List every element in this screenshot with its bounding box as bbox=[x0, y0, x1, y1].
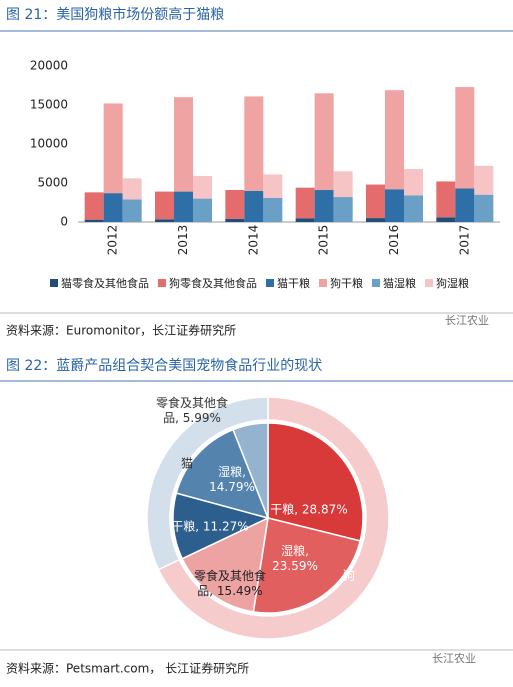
legend-swatch bbox=[425, 279, 433, 287]
bar bbox=[103, 193, 123, 222]
bar bbox=[174, 97, 193, 192]
pie-slice bbox=[172, 492, 271, 560]
bar bbox=[122, 178, 142, 200]
legend-label: 猫干粮 bbox=[277, 276, 310, 290]
bar bbox=[295, 218, 315, 222]
watermark: 长江农业 bbox=[445, 313, 489, 327]
bar bbox=[404, 168, 423, 196]
y-tick-label: 0 bbox=[60, 215, 68, 229]
bar bbox=[366, 184, 385, 219]
legend-swatch bbox=[319, 279, 327, 287]
y-tick-label: 20000 bbox=[30, 59, 68, 73]
x-tick-label: 2013 bbox=[176, 225, 190, 256]
slice-label: 干粮, 11.27% bbox=[171, 519, 249, 534]
slice-label: 湿粮, 23.59% bbox=[272, 544, 318, 573]
x-tick-label: 2014 bbox=[246, 225, 260, 256]
slice-label: 零食及其他食品, 5.99% bbox=[155, 396, 228, 425]
bar bbox=[385, 90, 404, 190]
bar bbox=[193, 175, 212, 199]
legend-label: 猫零食及其他食品 bbox=[61, 276, 149, 290]
legend-label: 狗零食及其他食品 bbox=[169, 276, 257, 290]
figure-title: 图 21：美国狗粮市场份额高于猫粮 bbox=[6, 6, 224, 23]
watermark: 长江农业 bbox=[432, 651, 476, 665]
bar bbox=[244, 190, 264, 222]
bar bbox=[155, 219, 174, 222]
y-tick-label: 5000 bbox=[37, 176, 68, 190]
bar bbox=[333, 197, 353, 222]
legend-swatch bbox=[158, 279, 166, 287]
pie-slice bbox=[232, 422, 269, 519]
bar bbox=[174, 191, 193, 222]
bar bbox=[155, 191, 174, 220]
bar bbox=[193, 198, 212, 222]
source: 资料来源：Petsmart.com， 长江证券研究所 bbox=[6, 661, 249, 676]
bar bbox=[225, 218, 245, 222]
bar bbox=[404, 195, 423, 222]
bar bbox=[84, 192, 104, 220]
bar bbox=[263, 197, 283, 222]
legend-swatch bbox=[266, 279, 274, 287]
bar bbox=[436, 181, 456, 218]
pie-slice bbox=[157, 396, 390, 640]
source: 资料来源：Euromonitor，长江证券研究所 bbox=[6, 323, 236, 338]
x-tick-label: 2016 bbox=[387, 225, 401, 256]
slice-label: 湿粮, 14.79% bbox=[209, 465, 255, 494]
legend-label: 狗干粮 bbox=[330, 276, 363, 290]
bar bbox=[474, 165, 494, 195]
bar bbox=[455, 87, 475, 189]
bar bbox=[436, 217, 456, 222]
slice-label: 零食及其他食品, 15.49% bbox=[193, 569, 266, 598]
bar bbox=[244, 96, 264, 191]
pie-slice bbox=[175, 428, 270, 520]
bar bbox=[225, 190, 245, 219]
ring-label: 狗 bbox=[342, 568, 355, 583]
bar bbox=[385, 189, 404, 222]
bar bbox=[314, 93, 334, 191]
pie-slice bbox=[181, 516, 269, 613]
y-tick-label: 15000 bbox=[30, 98, 68, 112]
pie-slice bbox=[267, 422, 364, 542]
bar bbox=[333, 171, 353, 198]
legend-swatch bbox=[372, 279, 380, 287]
slice-label: 干粮, 28.87% bbox=[270, 502, 348, 517]
pie-slice bbox=[252, 517, 362, 614]
legend-label: 狗湿粮 bbox=[436, 276, 469, 290]
y-tick-label: 10000 bbox=[30, 137, 68, 151]
pie-slice bbox=[146, 396, 269, 571]
bar bbox=[474, 194, 494, 222]
bar bbox=[263, 174, 283, 198]
bar bbox=[122, 199, 142, 222]
bar bbox=[84, 219, 104, 222]
figure-title: 图 22：蓝爵产品组合契合美国宠物食品行业的现状 bbox=[6, 357, 322, 374]
x-tick-label: 2012 bbox=[106, 225, 120, 256]
x-tick-label: 2017 bbox=[457, 225, 471, 256]
legend-swatch bbox=[50, 279, 58, 287]
x-tick-label: 2015 bbox=[317, 225, 331, 256]
bar bbox=[103, 103, 123, 194]
legend-label: 猫湿粮 bbox=[383, 276, 416, 290]
bar bbox=[455, 188, 475, 222]
bar bbox=[295, 187, 315, 219]
bar bbox=[366, 218, 385, 222]
bar bbox=[314, 190, 334, 222]
ring-label: 猫 bbox=[180, 456, 193, 471]
